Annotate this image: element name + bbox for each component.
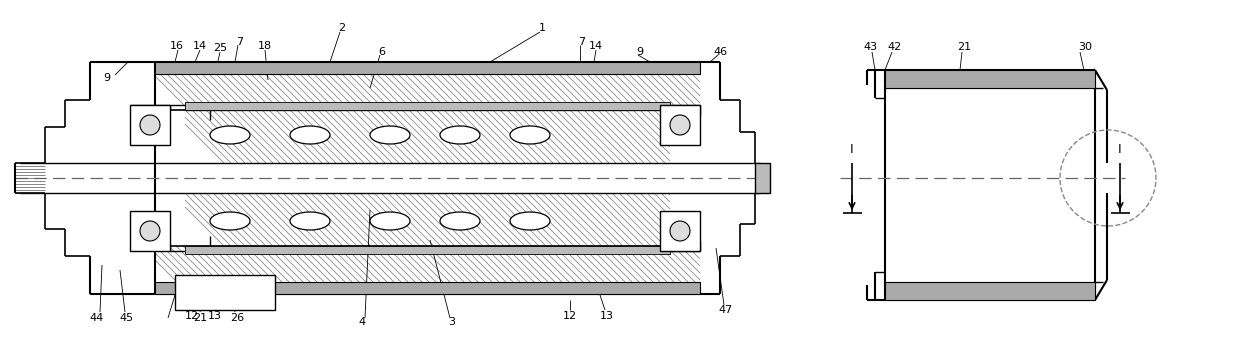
Bar (130, 105, 170, 145)
Ellipse shape (290, 126, 330, 144)
Text: 6: 6 (378, 47, 386, 57)
Bar (185, 246, 670, 254)
Bar (130, 211, 170, 251)
Text: 43: 43 (863, 42, 877, 52)
Text: 16: 16 (170, 41, 184, 51)
Text: 21: 21 (957, 42, 971, 52)
Text: I: I (1118, 143, 1122, 156)
Text: 26: 26 (229, 313, 244, 323)
Text: 3: 3 (449, 317, 455, 327)
Text: 47: 47 (719, 305, 733, 315)
Bar (175, 275, 275, 310)
Ellipse shape (210, 212, 250, 230)
Text: 4: 4 (358, 317, 366, 327)
Text: 2: 2 (339, 23, 346, 33)
Circle shape (140, 115, 160, 135)
Text: 22: 22 (213, 290, 227, 300)
Text: 42: 42 (888, 42, 903, 52)
Bar (885, 282, 1095, 300)
Bar (885, 70, 1095, 88)
Text: 18: 18 (258, 41, 272, 51)
Ellipse shape (290, 212, 330, 230)
Circle shape (670, 221, 689, 241)
Bar (155, 62, 701, 74)
Ellipse shape (370, 126, 410, 144)
Text: 21: 21 (193, 313, 207, 323)
Text: 13: 13 (600, 311, 614, 321)
Text: 9: 9 (636, 47, 644, 57)
Ellipse shape (440, 212, 480, 230)
Bar (155, 282, 701, 294)
Bar (185, 102, 670, 110)
Text: 9: 9 (103, 73, 110, 83)
Circle shape (670, 115, 689, 135)
Bar (755, 163, 770, 193)
Circle shape (140, 221, 160, 241)
Text: 25: 25 (213, 43, 227, 53)
Ellipse shape (210, 126, 250, 144)
Ellipse shape (440, 126, 480, 144)
Ellipse shape (370, 212, 410, 230)
Text: 46: 46 (713, 47, 727, 57)
Text: 30: 30 (1078, 42, 1092, 52)
Text: 1: 1 (538, 23, 546, 33)
Text: 7: 7 (237, 37, 243, 47)
Bar (660, 211, 701, 251)
Text: I: I (851, 143, 854, 156)
Text: 12: 12 (563, 311, 577, 321)
Ellipse shape (510, 212, 551, 230)
Text: 7: 7 (578, 37, 585, 47)
Text: 45: 45 (120, 313, 134, 323)
Text: 44: 44 (89, 313, 104, 323)
Text: 12: 12 (185, 311, 200, 321)
Bar (660, 105, 701, 145)
Text: 14: 14 (193, 41, 207, 51)
Text: 13: 13 (208, 311, 222, 321)
Ellipse shape (510, 126, 551, 144)
Text: 14: 14 (589, 41, 603, 51)
